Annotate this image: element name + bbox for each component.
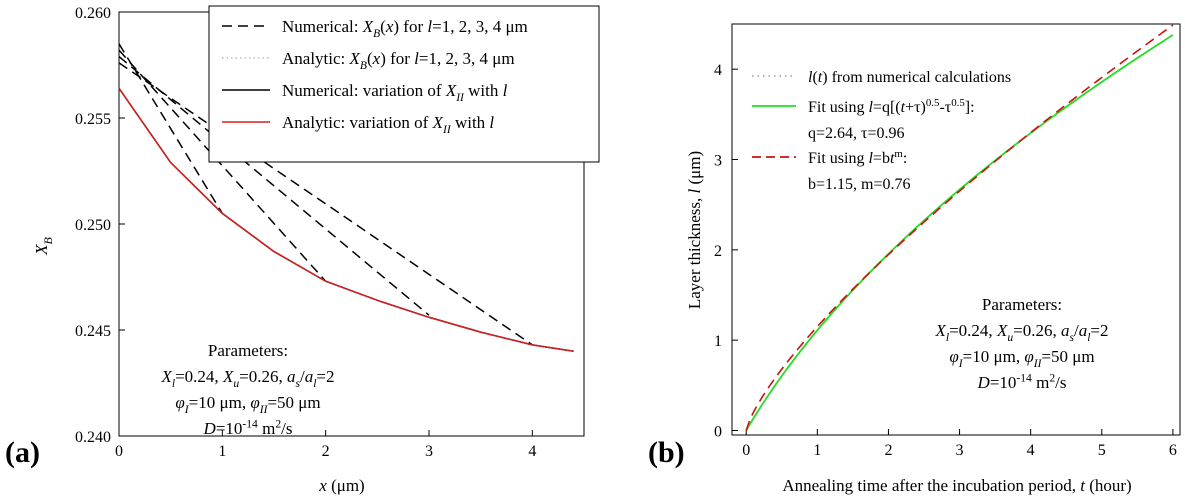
panel-b-y-axis-label: Layer thickness, l (μm) bbox=[685, 151, 704, 309]
b-x-tick-label: 4 bbox=[1027, 442, 1035, 459]
panel-a-legend-box bbox=[208, 5, 600, 163]
b-params-line: φI​=10 μm, φII​=50 μm bbox=[949, 347, 1094, 370]
a-legend-label: Numerical: XB​(x) for l=1, 2, 3, 4 μm bbox=[282, 17, 528, 40]
panel-a-y-axis-label: XB bbox=[32, 236, 55, 255]
panel-b-chart: (b) 0 1 2 3 4 5 6 0 1 2 3 4 Layer thickness, l (μm)… bbox=[648, 23, 1181, 495]
b-params-line: D=10-14​ m2​/s bbox=[977, 372, 1067, 392]
a-y-tick-label: 0.240 bbox=[75, 429, 111, 446]
b-y-tick-label: 0 bbox=[714, 423, 722, 440]
b-numerical-series bbox=[745, 34, 1174, 431]
a-x-tick-label: 3 bbox=[425, 443, 433, 460]
panel-a-series-group bbox=[118, 43, 574, 352]
b-x-tick-label: 1 bbox=[813, 442, 821, 459]
b-y-tick-label: 2 bbox=[714, 243, 722, 260]
a-series-line bbox=[118, 87, 574, 352]
b-legend-params: q=2.64, τ=0.96 bbox=[808, 125, 904, 142]
a-y-tick-label: 0.245 bbox=[75, 323, 111, 340]
a-y-tick-label: 0.260 bbox=[75, 5, 111, 22]
panel-b-axes: 0 1 2 3 4 5 6 0 1 2 3 4 bbox=[714, 62, 1177, 459]
b-params-line: Xl​=0.24, Xu​=0.26, as​/al​=2 bbox=[934, 321, 1108, 344]
panel-b-parameters: Parameters: Xl​=0.24, Xu​=0.26, as​/al​=2… bbox=[934, 295, 1108, 392]
a-legend-label: Analytic: XB​(x) for l=1, 2, 3, 4 μm bbox=[282, 49, 515, 72]
panel-b-label: (b) bbox=[648, 436, 685, 469]
a-x-tick-label: 2 bbox=[322, 443, 330, 460]
panel-a-legend: Numerical: XB​(x) for l=1, 2, 3, 4 μm Ana… bbox=[208, 5, 600, 163]
b-y-tick-label: 4 bbox=[714, 62, 722, 79]
panel-b-series-group bbox=[745, 24, 1174, 431]
a-legend-label: Numerical: variation of XII​ with l bbox=[282, 81, 508, 104]
b-x-tick-label: 2 bbox=[884, 442, 892, 459]
panel-b-plot-frame bbox=[731, 23, 1181, 436]
b-legend-params: b=1.15, m=0.76 bbox=[808, 176, 911, 193]
panel-a-x-axis-label: x (μm) bbox=[318, 476, 364, 495]
a-legend-label: Analytic: variation of XII​ with l bbox=[282, 113, 494, 136]
a-y-tick-label: 0.250 bbox=[75, 217, 111, 234]
a-x-tick-label: 0 bbox=[115, 443, 123, 460]
a-params-line: D=10-14​ m2​/s bbox=[203, 418, 293, 438]
b-y-tick-label: 1 bbox=[714, 333, 722, 350]
a-x-tick-label: 1 bbox=[218, 443, 226, 460]
panel-b-legend: l(t) from numerical calculations Fit usin… bbox=[752, 69, 1011, 193]
b-x-tick-label: 6 bbox=[1169, 442, 1177, 459]
b-power-fit-series bbox=[745, 24, 1174, 431]
a-params-line: Xl​=0.24, Xu​=0.26, as​/al​=2 bbox=[160, 367, 334, 390]
a-series-line bbox=[118, 55, 430, 316]
panel-a-label: (a) bbox=[5, 436, 40, 469]
a-params-title: Parameters: bbox=[208, 341, 288, 360]
b-x-tick-label: 0 bbox=[742, 442, 750, 459]
b-x-tick-label: 3 bbox=[956, 442, 964, 459]
b-params-title: Parameters: bbox=[982, 295, 1062, 314]
b-sqrt-fit-series bbox=[745, 34, 1174, 431]
panel-a-axes: 0 1 2 3 4 0.240 0.245 0.250 0.255 0.260 bbox=[75, 5, 536, 460]
a-series-line bbox=[118, 62, 533, 346]
b-x-tick-label: 5 bbox=[1098, 442, 1106, 459]
b-legend-label: Fit using l=q[(t+τ)0.5​-τ0.5​]: bbox=[808, 97, 975, 116]
a-y-tick-label: 0.255 bbox=[75, 111, 111, 128]
a-params-line: φI​=10 μm, φII​=50 μm bbox=[175, 393, 320, 416]
a-series-line bbox=[118, 43, 223, 214]
b-legend-label: l(t) from numerical calculations bbox=[808, 69, 1011, 86]
panel-a-parameters: Parameters: Xl​=0.24, Xu​=0.26, as​/al​=2… bbox=[160, 341, 334, 438]
a-x-tick-label: 4 bbox=[528, 443, 536, 460]
a-series-line bbox=[118, 49, 327, 282]
b-y-tick-label: 3 bbox=[714, 152, 722, 169]
b-legend-label: Fit using l=btm​: bbox=[808, 148, 907, 167]
panel-a-chart: (a) 0 1 2 3 4 0.240 0.245 0.250 0.255 0.260 XB x … bbox=[5, 5, 600, 495]
panel-b-x-axis-label: Annealing time after the incubation peri… bbox=[782, 476, 1131, 495]
